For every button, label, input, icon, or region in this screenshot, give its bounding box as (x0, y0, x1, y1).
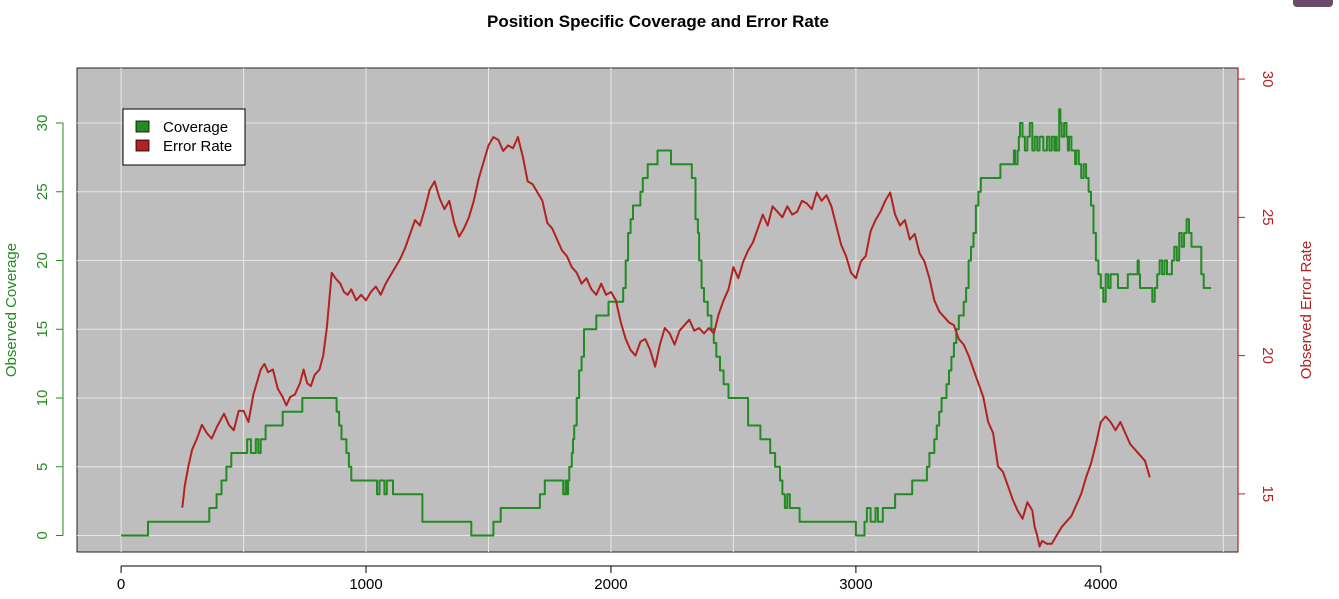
y-left-tick-label: 25 (34, 183, 51, 200)
y-left-tick-label: 10 (34, 390, 51, 407)
y-left-tick-label: 0 (34, 531, 51, 539)
x-tick-label: 0 (117, 576, 125, 593)
legend-error-label: Error Rate (163, 138, 232, 155)
window-corner-tab (1293, 0, 1333, 7)
legend-box (122, 108, 246, 166)
y-right-tick-label: 25 (1259, 209, 1276, 226)
legend-coverage-label: Coverage (163, 119, 228, 136)
y-right-axis-label: Observed Error Rate (1298, 241, 1315, 379)
y-left-axis-label: Observed Coverage (3, 243, 20, 377)
series-line-coverage (121, 108, 1212, 537)
x-tick-label: 3000 (839, 576, 872, 593)
y-right-tick-label: 20 (1259, 347, 1276, 364)
y-left-tick-label: 30 (34, 115, 51, 132)
chart-title: Position Specific Coverage and Error Rat… (487, 12, 829, 31)
legend-error-swatch (135, 139, 150, 152)
y-right-tick-label: 15 (1259, 486, 1276, 503)
legend: Coverage Error Rate (122, 108, 246, 166)
y-right-tick-label: 30 (1259, 71, 1276, 88)
y-left-tick-label: 5 (34, 463, 51, 471)
legend-coverage-swatch (135, 120, 150, 133)
y-left-tick-label: 20 (34, 252, 51, 269)
series-line-error-rate (181, 136, 1151, 548)
grid-lines (77, 68, 1238, 552)
x-tick-label: 4000 (1084, 576, 1117, 593)
x-tick-label: 2000 (594, 576, 627, 593)
x-tick-label: 1000 (349, 576, 382, 593)
y-left-tick-label: 15 (34, 321, 51, 338)
plot-panel (76, 67, 1239, 553)
series-lines (121, 108, 1212, 548)
axes: 0 1000 2000 3000 4000 0 5 10 15 20 25 30 15 20 25 30 (34, 68, 1276, 593)
